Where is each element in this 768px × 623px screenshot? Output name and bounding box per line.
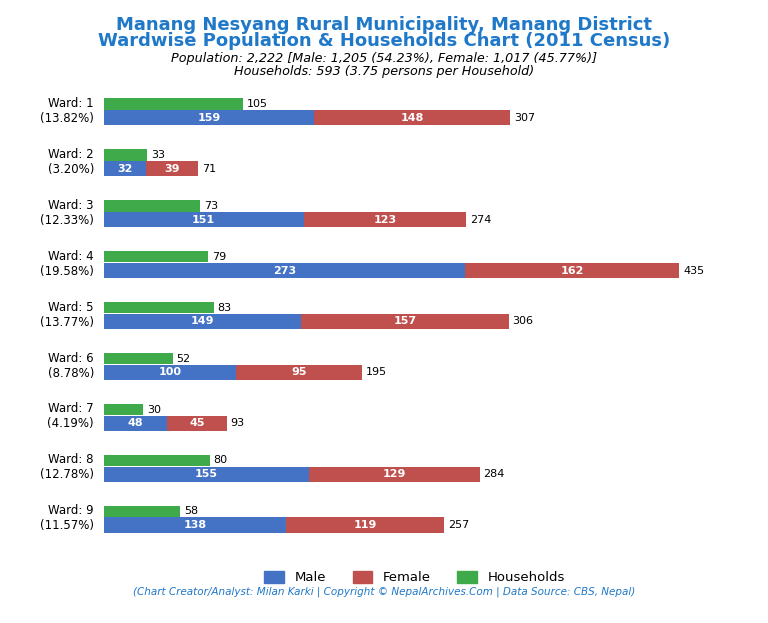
Text: 157: 157 xyxy=(393,316,416,326)
Bar xyxy=(146,161,197,176)
Bar xyxy=(104,150,147,161)
Text: 306: 306 xyxy=(513,316,534,326)
Bar xyxy=(104,506,180,517)
Text: 30: 30 xyxy=(147,404,161,414)
Bar xyxy=(301,314,508,329)
Text: 159: 159 xyxy=(197,113,220,123)
Bar xyxy=(104,364,236,380)
Text: 257: 257 xyxy=(448,520,469,530)
Text: Households: 593 (3.75 persons per Household): Households: 593 (3.75 persons per Househ… xyxy=(234,65,534,78)
Bar xyxy=(104,416,167,431)
Bar xyxy=(104,263,465,278)
Text: 71: 71 xyxy=(202,164,216,174)
Text: 162: 162 xyxy=(561,265,584,275)
Text: 100: 100 xyxy=(158,368,181,378)
Bar xyxy=(309,467,479,482)
Bar xyxy=(104,110,314,125)
Text: 45: 45 xyxy=(189,418,205,428)
Text: 93: 93 xyxy=(230,418,245,428)
Text: 83: 83 xyxy=(217,303,232,313)
Text: 155: 155 xyxy=(195,469,218,479)
Text: 274: 274 xyxy=(470,215,492,225)
Text: 149: 149 xyxy=(190,316,214,326)
Text: 73: 73 xyxy=(204,201,218,211)
Bar xyxy=(104,251,208,262)
Bar xyxy=(104,467,309,482)
Bar xyxy=(167,416,227,431)
Bar xyxy=(104,212,303,227)
Text: 105: 105 xyxy=(247,99,267,109)
Bar xyxy=(104,201,200,212)
Bar xyxy=(104,404,144,415)
Text: Population: 2,222 [Male: 1,205 (54.23%), Female: 1,017 (45.77%)]: Population: 2,222 [Male: 1,205 (54.23%),… xyxy=(171,52,597,65)
Bar xyxy=(104,302,214,313)
Bar xyxy=(286,518,444,533)
Text: 32: 32 xyxy=(118,164,133,174)
Text: 129: 129 xyxy=(382,469,406,479)
Bar xyxy=(104,98,243,110)
Bar xyxy=(303,212,466,227)
Bar xyxy=(104,314,301,329)
Text: 195: 195 xyxy=(366,368,387,378)
Text: 33: 33 xyxy=(151,150,165,160)
Bar xyxy=(104,518,286,533)
Text: 119: 119 xyxy=(353,520,377,530)
Bar xyxy=(465,263,680,278)
Text: 273: 273 xyxy=(273,265,296,275)
Text: 138: 138 xyxy=(184,520,207,530)
Text: 52: 52 xyxy=(177,354,190,364)
Text: (Chart Creator/Analyst: Milan Karki | Copyright © NepalArchives.Com | Data Sourc: (Chart Creator/Analyst: Milan Karki | Co… xyxy=(133,586,635,597)
Legend: Male, Female, Households: Male, Female, Households xyxy=(259,566,571,590)
Bar xyxy=(104,353,173,364)
Text: 148: 148 xyxy=(400,113,424,123)
Text: 95: 95 xyxy=(291,368,306,378)
Bar xyxy=(314,110,510,125)
Text: 80: 80 xyxy=(214,455,227,465)
Text: 284: 284 xyxy=(484,469,505,479)
Text: 123: 123 xyxy=(373,215,396,225)
Text: 39: 39 xyxy=(164,164,180,174)
Text: Manang Nesyang Rural Municipality, Manang District: Manang Nesyang Rural Municipality, Manan… xyxy=(116,16,652,34)
Bar xyxy=(236,364,362,380)
Text: 307: 307 xyxy=(514,113,535,123)
Text: 48: 48 xyxy=(127,418,144,428)
Text: Wardwise Population & Households Chart (2011 Census): Wardwise Population & Households Chart (… xyxy=(98,32,670,50)
Text: 435: 435 xyxy=(684,265,704,275)
Text: 79: 79 xyxy=(212,252,227,262)
Bar xyxy=(104,455,210,466)
Bar xyxy=(104,161,146,176)
Text: 151: 151 xyxy=(192,215,215,225)
Text: 58: 58 xyxy=(184,506,199,516)
